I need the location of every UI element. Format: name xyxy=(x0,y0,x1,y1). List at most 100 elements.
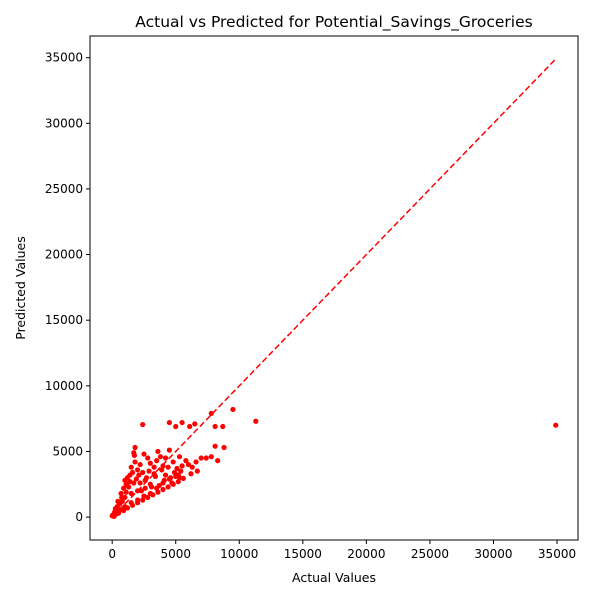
data-point xyxy=(119,494,125,501)
data-point xyxy=(134,467,141,473)
data-point xyxy=(123,481,129,487)
plot-area xyxy=(89,35,579,541)
data-point xyxy=(122,503,128,510)
y-tick-label: 20000 xyxy=(45,248,83,262)
data-point xyxy=(112,505,118,512)
data-point xyxy=(160,486,166,493)
chart-title: Actual vs Predicted for Potential_Saving… xyxy=(135,13,532,32)
y-tick-label: 5000 xyxy=(52,444,83,458)
data-point xyxy=(160,463,166,469)
data-point xyxy=(127,479,133,485)
data-point xyxy=(215,458,221,464)
data-point xyxy=(176,475,183,481)
data-point xyxy=(132,444,138,451)
data-point xyxy=(111,513,117,520)
data-point xyxy=(212,443,218,449)
data-point xyxy=(133,476,139,482)
y-axis-ticks: 0 5000 10000 15000 20000 25000 30000 35000 xyxy=(45,51,90,524)
data-point xyxy=(147,490,153,497)
data-point xyxy=(145,455,151,461)
data-point xyxy=(138,488,145,494)
x-tick-label: 35000 xyxy=(538,547,576,561)
data-point xyxy=(146,468,152,474)
data-point xyxy=(123,489,129,495)
data-point xyxy=(173,423,179,430)
data-point xyxy=(128,500,134,506)
data-point xyxy=(141,493,147,499)
data-point xyxy=(187,423,193,430)
data-point xyxy=(137,480,143,486)
data-point xyxy=(208,410,214,416)
data-point xyxy=(221,444,227,451)
data-point xyxy=(553,422,559,428)
data-point xyxy=(162,472,169,478)
data-points xyxy=(109,406,559,520)
x-tick-label: 10000 xyxy=(220,547,258,561)
data-point xyxy=(140,497,146,503)
data-point xyxy=(121,485,127,491)
x-axis-ticks: 0 5000 10000 15000 20000 25000 30000 35000 xyxy=(108,540,576,561)
data-point xyxy=(193,459,199,465)
data-point xyxy=(137,461,143,468)
data-point xyxy=(165,484,171,490)
data-point xyxy=(141,451,147,457)
data-point xyxy=(189,464,195,470)
data-point xyxy=(142,477,148,483)
data-point xyxy=(157,454,164,460)
data-point xyxy=(185,461,192,468)
x-tick-label: 20000 xyxy=(347,547,385,561)
x-tick-label: 30000 xyxy=(474,547,512,561)
data-point xyxy=(192,421,198,427)
x-axis-label: Actual Values xyxy=(292,570,376,585)
data-point xyxy=(140,469,146,476)
y-tick-label: 10000 xyxy=(45,379,83,393)
data-point xyxy=(198,455,204,461)
y-tick-label: 0 xyxy=(75,510,83,524)
data-point xyxy=(128,464,134,470)
data-point xyxy=(134,497,141,503)
data-point xyxy=(166,419,172,426)
data-point xyxy=(188,471,194,477)
data-point xyxy=(159,467,165,473)
data-point xyxy=(170,459,176,465)
data-point xyxy=(179,419,185,426)
x-tick-label: 0 xyxy=(108,547,116,561)
data-point xyxy=(161,477,167,483)
data-point xyxy=(162,455,169,461)
data-point xyxy=(147,460,153,466)
plot-frame xyxy=(89,35,579,541)
data-point xyxy=(136,472,142,478)
data-point xyxy=(148,484,155,490)
y-tick-label: 25000 xyxy=(45,182,83,196)
data-point xyxy=(166,447,172,453)
data-point xyxy=(115,498,121,504)
data-point xyxy=(194,468,200,474)
data-point xyxy=(178,468,184,474)
x-tick-label: 5000 xyxy=(160,547,191,561)
data-point xyxy=(171,469,178,476)
y-axis-label: Predicted Values xyxy=(13,236,28,340)
data-point xyxy=(166,476,172,482)
data-point xyxy=(176,454,183,460)
data-point xyxy=(152,473,158,480)
data-point xyxy=(156,482,162,489)
data-point xyxy=(175,479,181,485)
data-point xyxy=(155,448,161,455)
data-point xyxy=(183,458,189,464)
data-point xyxy=(151,464,157,470)
data-point xyxy=(165,464,171,470)
data-point xyxy=(118,490,124,497)
data-point xyxy=(212,423,218,430)
data-point xyxy=(132,459,138,465)
x-tick-label: 25000 xyxy=(411,547,449,561)
data-point xyxy=(230,406,236,413)
data-point xyxy=(117,507,124,513)
data-point xyxy=(154,458,160,464)
data-point xyxy=(142,485,148,491)
data-point xyxy=(134,488,141,494)
data-point xyxy=(179,463,185,469)
y-tick-label: 15000 xyxy=(45,313,83,327)
data-point xyxy=(208,454,214,460)
data-point xyxy=(131,452,138,458)
